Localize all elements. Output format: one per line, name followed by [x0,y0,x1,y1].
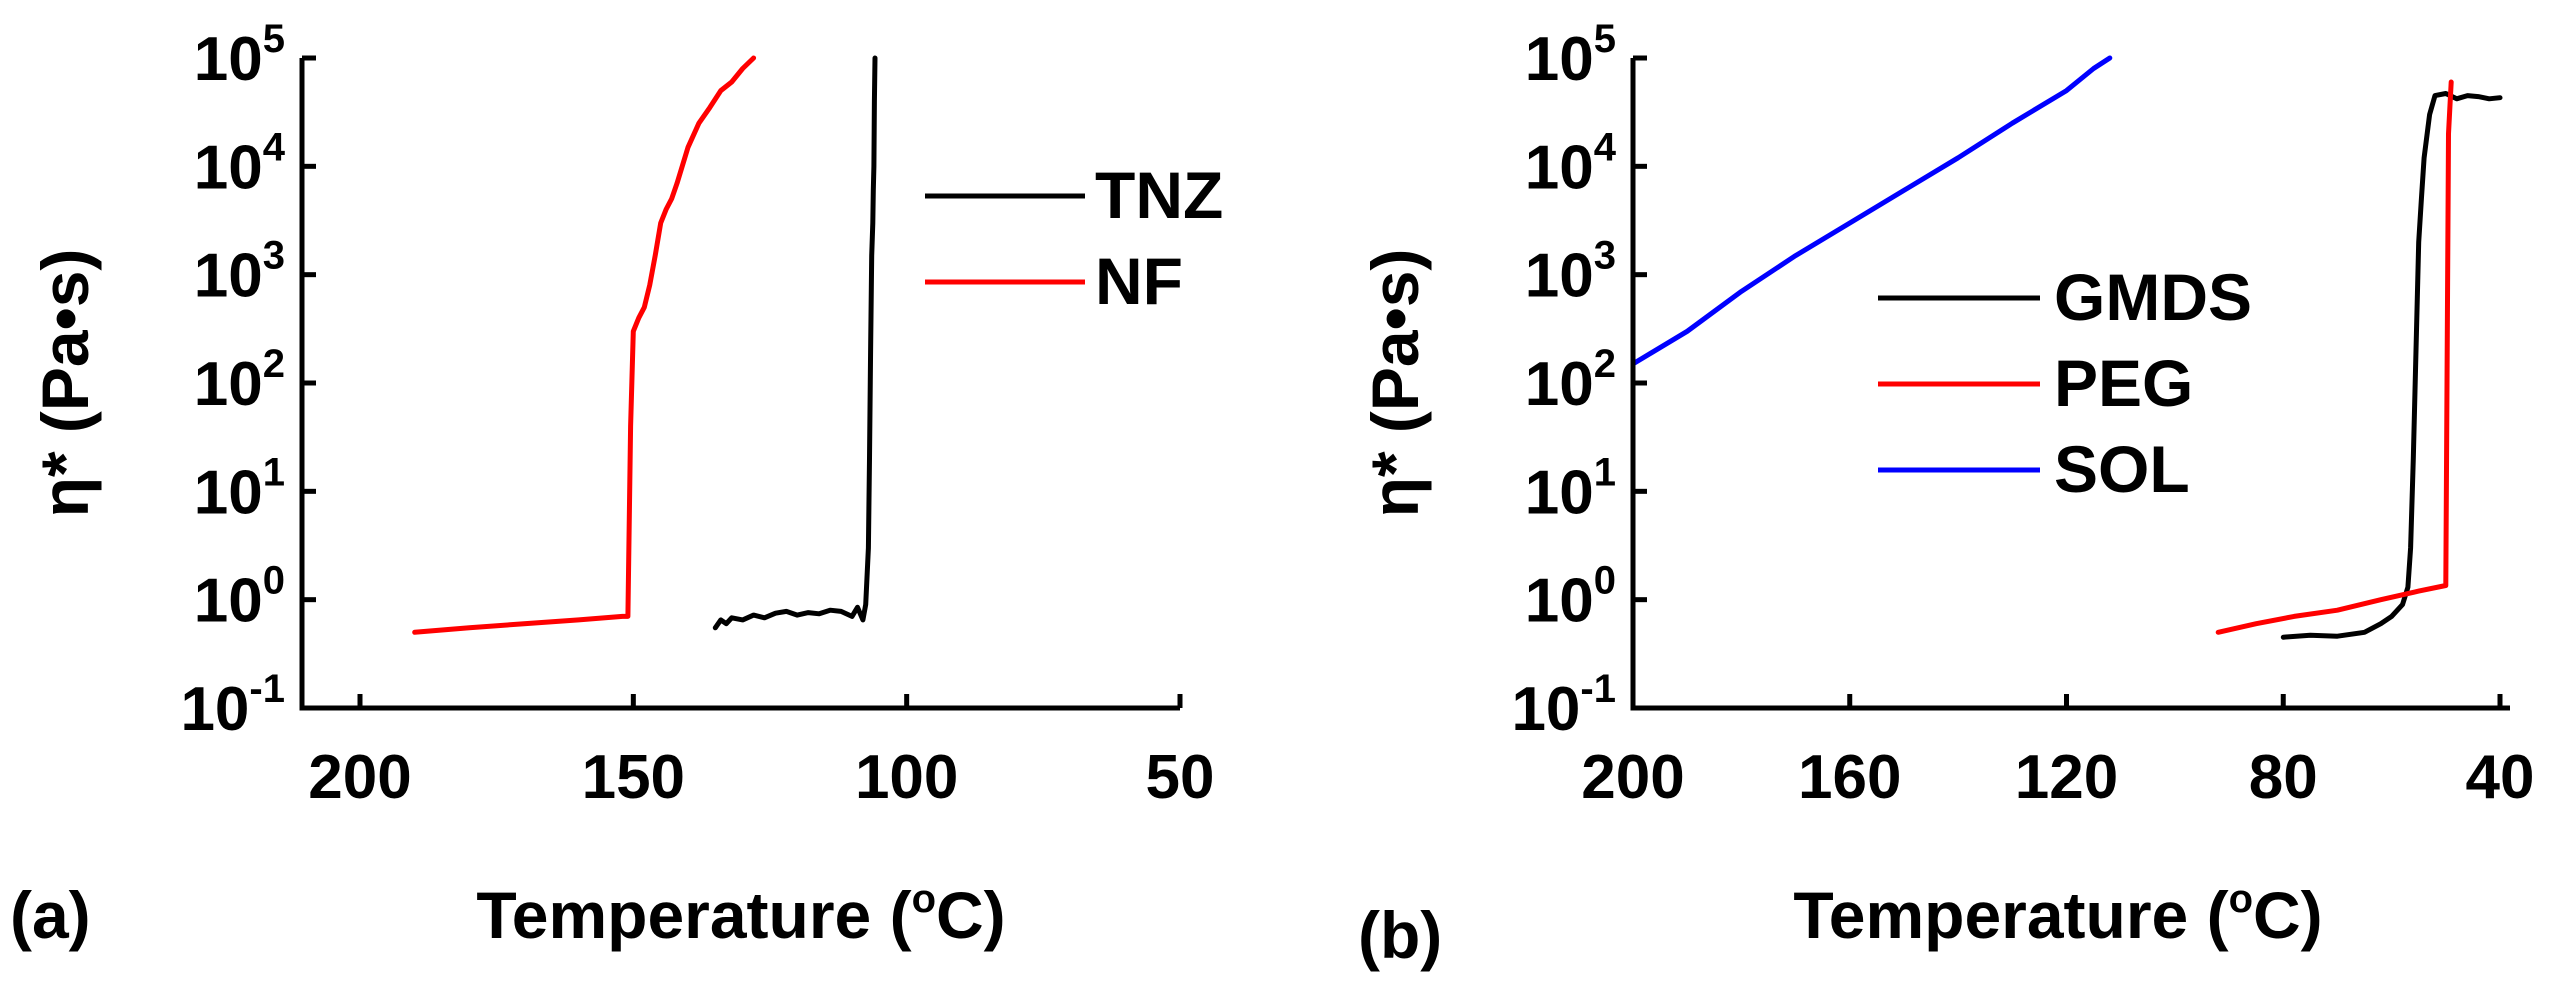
panel-b-legend: GMDS PEG SOL [1878,260,2252,506]
series-line-nf [412,55,757,635]
y-tick-label: 105 [194,17,285,94]
panel-a-series [412,55,878,635]
x-tick-label: 150 [582,743,685,812]
y-tick-label: 102 [194,342,285,419]
x-tick-label: 80 [2249,743,2318,812]
panel-a-label: (a) [10,878,91,952]
panel-b-y-axis-label: η* (Pa•s) [1358,249,1432,518]
panel-a-ticks: 10-1 100 101 102 103 104 105 200 150 100 50 [180,17,1214,812]
panel-b-label: (b) [1358,898,1442,972]
y-tick-label: 104 [1525,125,1617,202]
panel-b: 10-1 100 101 102 103 104 105 200 160 120 80 40 η* (… [1358,17,2534,972]
y-tick-label: 10-1 [1511,667,1616,744]
x-tick-label: 100 [855,743,958,812]
panel-a-axes [299,58,1180,711]
panel-a: 10-1 100 101 102 103 104 105 200 150 100 50 η* (Pa… [10,17,1223,952]
x-tick-label: 120 [2015,743,2118,812]
panel-a-y-axis-label: η* (Pa•s) [28,249,102,518]
series-line-sol [1630,55,2113,367]
legend-label-nf: NF [1095,244,1183,318]
legend-label-sol: SOL [2054,432,2190,506]
series-line-gmds [2280,91,2503,640]
y-tick-label: 101 [1525,450,1616,527]
x-tick-label: 200 [1581,743,1684,812]
series-line-tnz [712,55,878,631]
y-tick-label: 101 [194,450,285,527]
panel-a-legend: TNZ NF [925,158,1223,318]
panel-a-x-axis-label: Temperature (oC) [476,877,1005,952]
y-tick-label: 104 [194,125,286,202]
x-tick-label: 50 [1146,743,1215,812]
panel-b-x-axis-label: Temperature (oC) [1793,877,2322,952]
series-line-peg [2215,79,2454,635]
legend-label-peg: PEG [2054,346,2193,420]
x-tick-label: 200 [308,743,411,812]
panel-b-ticks: 10-1 100 101 102 103 104 105 200 160 120 80 40 [1511,17,2534,812]
legend-label-gmds: GMDS [2054,260,2252,334]
y-tick-label: 10-1 [180,667,285,744]
y-tick-label: 102 [1525,342,1616,419]
y-tick-label: 103 [1525,234,1616,311]
y-tick-label: 103 [194,234,285,311]
y-tick-label: 105 [1525,17,1616,94]
legend-label-tnz: TNZ [1095,158,1223,232]
panel-b-axes [1630,58,2510,711]
x-tick-label: 40 [2466,743,2535,812]
x-tick-label: 160 [1798,743,1901,812]
y-tick-label: 100 [1525,559,1616,636]
panel-b-series [1630,55,2503,640]
y-tick-label: 100 [194,559,285,636]
